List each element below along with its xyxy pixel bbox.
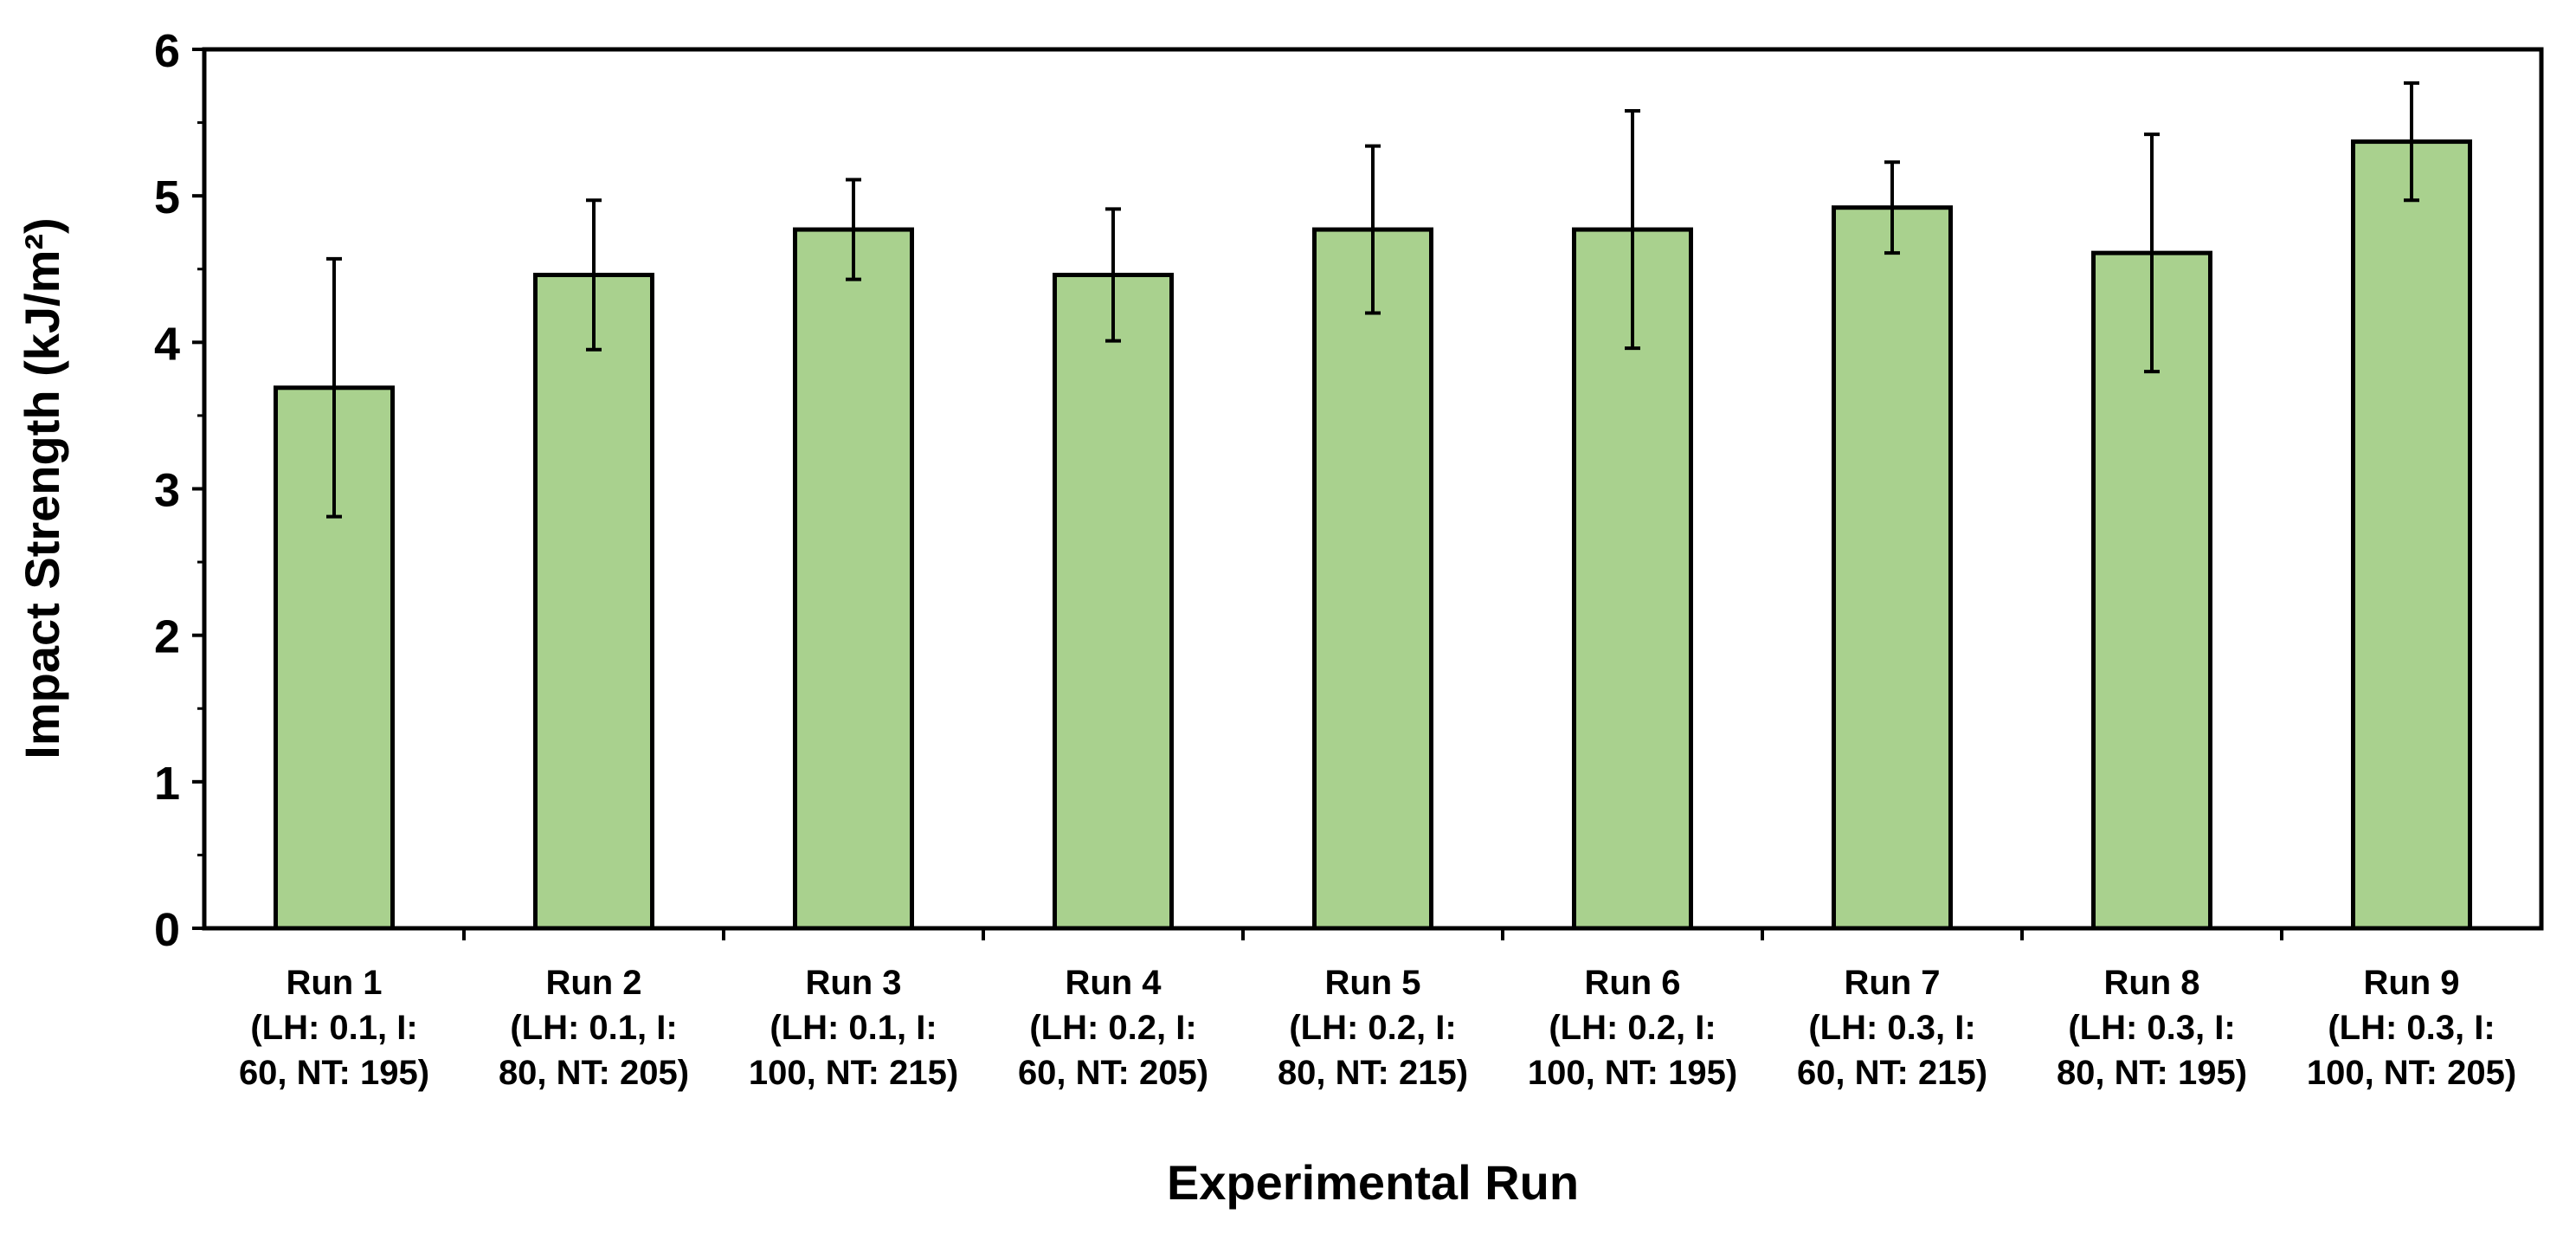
y-tick-label: 4 [154, 318, 180, 370]
x-tick-label: (LH: 0.3, I: [2068, 1009, 2235, 1047]
x-tick-label: (LH: 0.2, I: [1549, 1009, 1716, 1047]
x-tick-label: Run 5 [1324, 964, 1420, 1002]
x-tick-label: 60, NT: 205) [1018, 1054, 1208, 1092]
x-tick-label: 60, NT: 195) [239, 1054, 429, 1092]
x-tick-label: (LH: 0.3, I: [2328, 1009, 2495, 1047]
x-tick-label: Run 4 [1065, 964, 1162, 1002]
x-tick-label: Run 6 [1584, 964, 1680, 1002]
x-tick-label: 80, NT: 195) [2057, 1054, 2247, 1092]
x-tick-label: (LH: 0.1, I: [770, 1009, 937, 1047]
x-tick-label: (LH: 0.1, I: [510, 1009, 677, 1047]
x-axis: Run 1 (LH: 0.1, I: 60, NT: 195) Run 2 (LH: 0… [239, 928, 2516, 1092]
y-tick-label: 5 [154, 171, 180, 223]
x-tick-label: Run 7 [1844, 964, 1940, 1002]
x-tick-label: Run 1 [286, 964, 382, 1002]
bar [533, 273, 654, 931]
x-tick-label: (LH: 0.1, I: [250, 1009, 417, 1047]
bar [1053, 273, 1174, 931]
x-tick-label: 100, NT: 215) [749, 1054, 958, 1092]
y-tick-label: 3 [154, 465, 180, 517]
bar [2351, 139, 2472, 931]
x-axis-title: Experimental Run [1167, 1155, 1579, 1210]
y-axis: 0 1 2 3 4 5 6 [154, 25, 204, 956]
x-tick-label: (LH: 0.2, I: [1029, 1009, 1196, 1047]
bar [1312, 227, 1433, 931]
x-tick-label: (LH: 0.2, I: [1289, 1009, 1456, 1047]
y-tick-label: 6 [154, 25, 180, 77]
y-tick-label: 1 [154, 758, 180, 810]
y-axis-title: Impact Strength (kJ/m²) [15, 217, 69, 759]
x-tick-label: 80, NT: 215) [1278, 1054, 1468, 1092]
error-bars-group [326, 81, 2419, 519]
x-tick-label: Run 9 [2363, 964, 2459, 1002]
x-tick-label: Run 8 [2103, 964, 2199, 1002]
x-tick-label: (LH: 0.3, I: [1808, 1009, 1975, 1047]
x-tick-label: Run 3 [805, 964, 901, 1002]
y-tick-label: 2 [154, 611, 180, 663]
x-tick-label: Run 2 [545, 964, 641, 1002]
bar [1832, 205, 1953, 931]
x-tick-label: 100, NT: 195) [1528, 1054, 1737, 1092]
x-tick-label: 100, NT: 205) [2307, 1054, 2516, 1092]
bar [793, 227, 914, 931]
x-tick-label: 60, NT: 215) [1797, 1054, 1987, 1092]
x-tick-label: 80, NT: 205) [499, 1054, 689, 1092]
y-tick-label: 0 [154, 904, 180, 956]
